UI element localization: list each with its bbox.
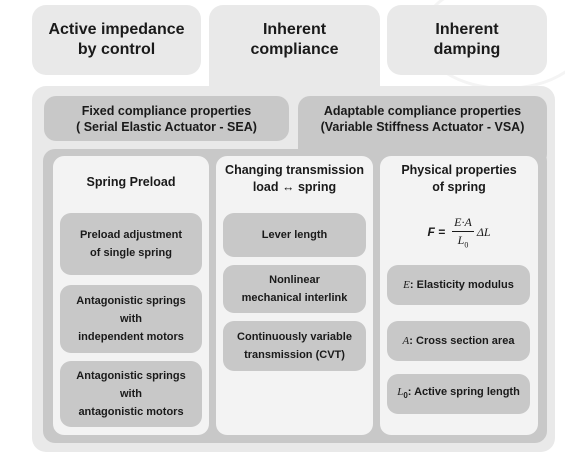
item-line: mechanical interlink	[241, 292, 348, 304]
item-line: Antagonistic springs	[76, 370, 186, 382]
physical-properties-title: Physical properties of spring	[380, 161, 538, 197]
adaptable-compliance-line1: Adaptable compliance properties	[323, 103, 522, 118]
active-spring-length-box: L0: Active spring length	[387, 374, 530, 414]
item-line: transmission (CVT)	[244, 349, 345, 361]
item-line: Lever length	[261, 229, 328, 241]
inherent-compliance-tab	[209, 5, 380, 105]
item-line: independent motors	[78, 331, 184, 343]
title-line: load ↔ spring	[252, 180, 337, 194]
item-line: Continuously variable	[237, 331, 352, 343]
title-line: Physical properties	[401, 163, 517, 177]
formula-fraction: E·A L0	[452, 215, 474, 249]
item-text: : Active spring length	[407, 385, 520, 398]
nonlinear-interlink-box: Nonlinear mechanical interlink	[223, 265, 366, 313]
antagonistic-independent-box: Antagonistic springs with independent moto…	[60, 285, 202, 353]
active-impedance-line2: by control	[77, 41, 156, 58]
item-line: Preload adjustment	[79, 229, 183, 241]
inherent-damping-box: Inherent damping	[387, 5, 547, 75]
formula-denominator-sub: 0	[464, 240, 469, 250]
inherent-compliance-line2: compliance	[250, 41, 339, 58]
item-line: of single spring	[90, 247, 172, 259]
cvt-box: Continuously variable transmission (CVT)	[223, 321, 366, 371]
adaptable-compliance-line2: (Variable Stiffness Actuator - VSA)	[320, 119, 525, 134]
formula-numerator: E·A	[452, 215, 474, 232]
active-impedance-box: Active impedance by control	[32, 5, 201, 75]
antagonistic-antagonistic-box: Antagonistic springs with antagonistic mot…	[60, 361, 202, 427]
spring-preload-title-text: Spring Preload	[86, 174, 176, 189]
symbol: L	[397, 385, 404, 398]
symbol-sub: 0	[403, 391, 408, 401]
preload-adjustment-box: Preload adjustment of single spring	[60, 213, 202, 275]
fixed-compliance-line2: ( Serial Elastic Actuator - SEA)	[76, 119, 257, 134]
elasticity-modulus-box: E: Elasticity modulus	[387, 265, 530, 305]
item-line: Antagonistic springs	[76, 295, 186, 307]
item-text: : Elasticity modulus	[409, 279, 514, 291]
inherent-damping-line1: Inherent	[435, 21, 499, 38]
formula-rhs: ΔL	[476, 224, 491, 239]
adaptable-compliance-tab	[298, 96, 547, 166]
inherent-compliance-line1: Inherent	[262, 21, 327, 38]
changing-transmission-title: Changing transmission load ↔ spring	[216, 161, 373, 197]
spring-preload-title: Spring Preload	[53, 166, 209, 198]
cross-section-box: A: Cross section area	[387, 321, 530, 361]
title-line: Changing transmission	[225, 163, 364, 177]
formula-denominator: L0	[458, 232, 469, 249]
active-impedance-line1: Active impedance	[48, 21, 185, 38]
item-line: with	[120, 388, 142, 400]
inherent-damping-line2: damping	[433, 41, 501, 58]
formula-lhs: F =	[427, 225, 446, 239]
adaptable-compliance-label: Adaptable compliance properties (Variable…	[298, 96, 547, 141]
fixed-compliance-line1: Fixed compliance properties	[81, 103, 252, 118]
formula-denominator-base: L	[457, 232, 465, 247]
item-line: Nonlinear	[269, 274, 320, 286]
symbol: E	[403, 279, 410, 291]
item-text: : Cross section area	[409, 335, 515, 347]
stiffness-formula: F = E·A L0 ΔL	[380, 210, 538, 254]
lever-length-box: Lever length	[223, 213, 366, 257]
item-line: antagonistic motors	[78, 406, 184, 418]
title-line: of spring	[432, 180, 486, 194]
symbol: A	[402, 335, 410, 347]
fixed-compliance-box: Fixed compliance properties( Serial Elas…	[44, 96, 289, 141]
item-line: with	[120, 313, 142, 325]
inherent-compliance-label: Inherent compliance	[209, 5, 380, 75]
